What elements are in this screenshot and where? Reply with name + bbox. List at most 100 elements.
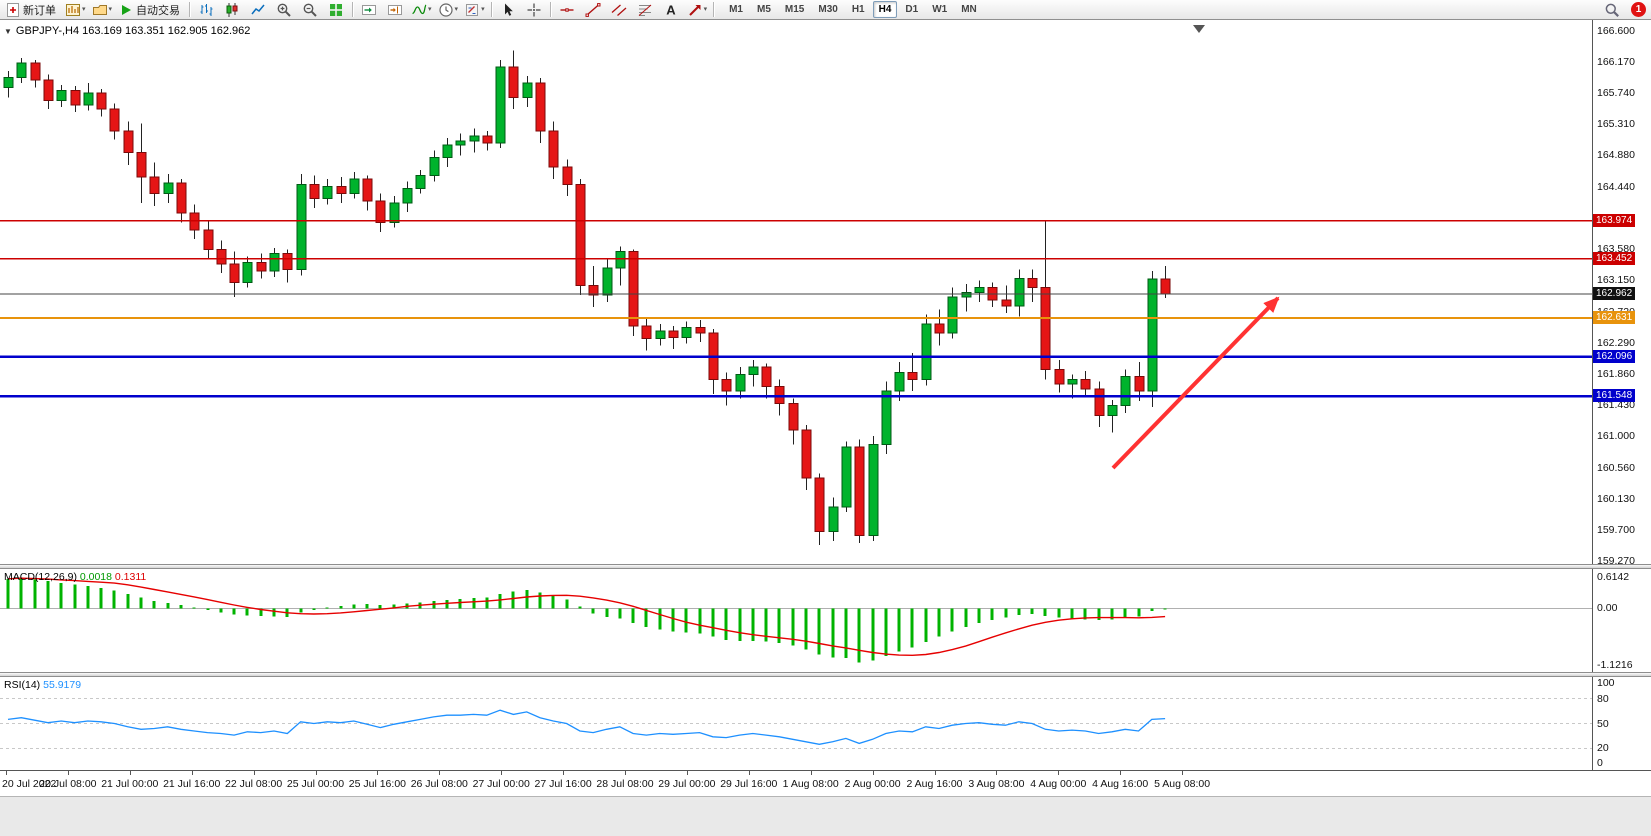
horizontal-line-button[interactable]	[555, 0, 579, 20]
time-axis-label: 21 Jul 00:00	[101, 778, 159, 790]
horizontal-lines-layer[interactable]	[0, 220, 1592, 398]
indicators-button[interactable]: ▾	[409, 0, 434, 20]
trendline-button[interactable]	[581, 0, 605, 20]
time-axis-label: 22 Jul 08:00	[224, 778, 283, 790]
zoom-in-button[interactable]	[272, 0, 296, 20]
autotrading-button[interactable]: 自动交易	[116, 0, 185, 20]
chart-shift-marker[interactable]	[1193, 25, 1205, 33]
equidistant-channel-icon	[611, 4, 627, 16]
timeframe-m5-button[interactable]: M5	[757, 4, 771, 15]
time-axis-label: 2 Aug 16:00	[906, 778, 963, 790]
rsi-tick-label: 100	[1597, 677, 1615, 689]
timeframe-h4-button[interactable]: H4	[872, 1, 898, 18]
price-tick-label: 160.560	[1597, 461, 1635, 474]
bar-chart-button[interactable]	[194, 0, 218, 20]
timeframe-w1-button[interactable]: W1	[932, 4, 948, 15]
rsi-tick-label: 0	[1597, 757, 1603, 769]
timeframe-m1-button[interactable]: M1	[729, 4, 743, 15]
time-axis-label: 29 Jul 16:00	[720, 778, 778, 790]
chevron-down-icon: ▾	[108, 6, 113, 13]
new-chart-button[interactable]: ▾	[63, 0, 88, 20]
templates-button[interactable]: ▾	[462, 0, 487, 20]
panel-divider[interactable]	[0, 672, 1651, 677]
hline-price-tag[interactable]: 162.096	[1593, 349, 1636, 363]
trend-arrow-annotation[interactable]	[1111, 296, 1280, 470]
timeframe-m30-button[interactable]: M30	[818, 4, 838, 15]
auto-scroll-button[interactable]	[357, 0, 381, 20]
time-axis-label: 4 Aug 16:00	[1092, 778, 1149, 790]
timeframe-m15-button[interactable]: M15	[784, 4, 805, 15]
toolbar-buttons: 新订单 ▾ ▾ 自动交易 ▾ ▾ ▾ A ▾	[2, 0, 717, 20]
hline-price-tag[interactable]: 163.452	[1593, 251, 1636, 265]
toolbar-separator	[549, 2, 551, 17]
text-label-button[interactable]: A	[659, 0, 683, 20]
toolbar-right: 1	[1599, 0, 1649, 20]
candlestick-chart-button[interactable]	[220, 0, 244, 20]
timeframe-d1-button[interactable]: D1	[905, 4, 919, 15]
price-tick-label: 163.150	[1597, 274, 1635, 287]
hline-price-tag[interactable]: 163.974	[1593, 213, 1636, 227]
search-icon[interactable]	[1600, 0, 1624, 20]
rsi-tick-label: 80	[1597, 692, 1609, 705]
macd-panel[interactable]: MACD(12,26,9) 0.0018 0.1311	[0, 569, 1592, 672]
zoom-in-icon	[277, 3, 291, 17]
rsi-value: 55.9179	[43, 679, 82, 691]
time-axis-label: 29 Jul 00:00	[658, 778, 716, 790]
profiles-icon	[92, 4, 107, 15]
rsi-name: RSI(14)	[4, 679, 41, 691]
time-axis-label: 25 Jul 16:00	[348, 778, 406, 790]
price-scale[interactable]: 166.600 166.170 165.740 165.310 164.880 164.4…	[1592, 20, 1650, 564]
chart-shift-icon	[388, 4, 403, 15]
macd-tick-label: -1.1216	[1597, 659, 1633, 671]
notification-badge[interactable]: 1	[1631, 2, 1646, 17]
macd-plot-canvas[interactable]	[0, 569, 1592, 672]
chart-shift-button[interactable]	[383, 0, 407, 20]
time-tick	[129, 771, 131, 775]
time-axis[interactable]: 20 Jul 2022 20 Jul 08:00 21 Jul 00:00 21 Ju…	[0, 770, 1651, 796]
time-tick	[996, 771, 998, 775]
price-chart[interactable]: ▼ GBPJPY-,H4 163.169 163.351 162.905 162…	[0, 20, 1592, 564]
timeframe-mn-button[interactable]: MN	[961, 4, 977, 15]
horizontal-line-icon	[560, 7, 574, 12]
zoom-out-icon	[303, 3, 317, 17]
fibonacci-button[interactable]	[633, 0, 657, 20]
zoom-out-button[interactable]	[298, 0, 322, 20]
price-plot-canvas[interactable]	[0, 20, 1592, 564]
time-axis-label: 25 Jul 00:00	[286, 778, 345, 790]
cursor-button[interactable]	[496, 0, 520, 20]
equidistant-channel-button[interactable]	[607, 0, 631, 20]
timeframe-h1-button[interactable]: H1	[851, 4, 865, 15]
time-axis-label: 20 Jul 2022	[2, 778, 57, 790]
new-order-button[interactable]: 新订单	[3, 0, 61, 20]
periods-button[interactable]: ▾	[436, 0, 461, 20]
macd-scale: 0.6142 0.00 -1.1216	[1592, 569, 1650, 672]
autotrading-icon	[122, 4, 132, 15]
time-tick	[377, 771, 379, 775]
line-chart-button[interactable]	[246, 0, 270, 20]
price-tick-label: 162.290	[1597, 336, 1635, 349]
price-tick-label: 165.310	[1597, 118, 1635, 131]
arrows-icon	[688, 4, 701, 16]
price-tick-label: 166.600	[1597, 25, 1635, 37]
price-tick-label: 161.860	[1597, 367, 1635, 380]
macd-value-main: 0.0018	[79, 571, 112, 583]
symbol-menu-icon[interactable]: ▼	[4, 26, 12, 36]
search-icon	[1605, 3, 1619, 17]
crosshair-button[interactable]	[522, 0, 546, 20]
price-tick-label: 159.270	[1597, 555, 1635, 564]
time-tick	[934, 771, 936, 775]
arrows-button[interactable]: ▾	[685, 0, 710, 20]
candles-layer	[3, 50, 1171, 546]
hline-price-tag[interactable]: 161.548	[1593, 389, 1636, 403]
hline-price-tag[interactable]: 162.631	[1593, 310, 1636, 324]
time-tick	[253, 771, 255, 775]
rsi-plot-canvas[interactable]	[0, 677, 1592, 770]
panel-divider[interactable]	[0, 564, 1651, 569]
cursor-icon	[504, 3, 513, 16]
time-axis-label: 21 Jul 16:00	[163, 778, 221, 790]
rsi-panel[interactable]: RSI(14) 55.9179	[0, 677, 1592, 770]
tile-windows-button[interactable]	[324, 0, 348, 20]
profiles-button[interactable]: ▾	[90, 0, 115, 20]
time-tick	[810, 771, 812, 775]
